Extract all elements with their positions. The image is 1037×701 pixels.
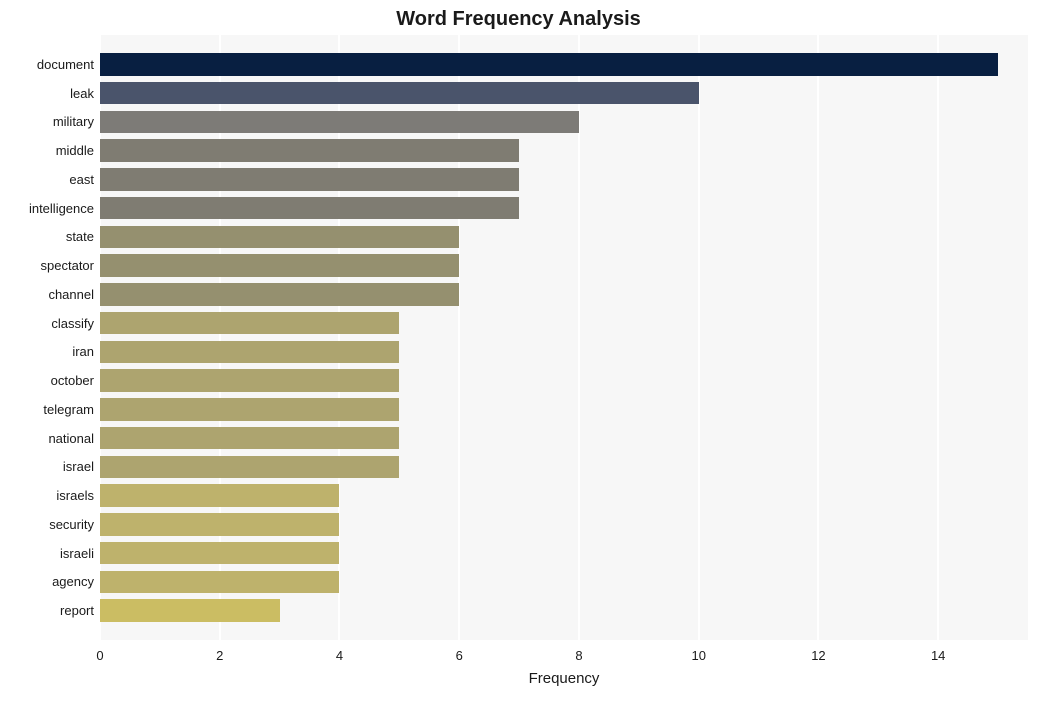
bar bbox=[100, 312, 399, 334]
y-axis-label: leak bbox=[70, 86, 94, 101]
bar bbox=[100, 139, 519, 161]
y-axis-label: state bbox=[66, 229, 94, 244]
grid-line bbox=[698, 35, 700, 640]
bar bbox=[100, 226, 459, 248]
bar bbox=[100, 571, 339, 593]
y-axis-label: security bbox=[49, 517, 94, 532]
bar bbox=[100, 484, 339, 506]
x-tick-label: 12 bbox=[811, 648, 825, 663]
y-axis-label: iran bbox=[72, 344, 94, 359]
bar bbox=[100, 254, 459, 276]
y-axis-label: spectator bbox=[41, 258, 94, 273]
y-axis-label: east bbox=[69, 172, 94, 187]
chart-container: Word Frequency Analysis Frequency docume… bbox=[0, 0, 1037, 701]
y-axis-label: document bbox=[37, 57, 94, 72]
bar bbox=[100, 111, 579, 133]
chart-title: Word Frequency Analysis bbox=[0, 8, 1037, 31]
y-axis-label: middle bbox=[56, 143, 94, 158]
x-tick-label: 10 bbox=[691, 648, 705, 663]
y-axis-label: channel bbox=[48, 287, 94, 302]
x-tick-label: 14 bbox=[931, 648, 945, 663]
y-axis-label: classify bbox=[51, 316, 94, 331]
x-tick-label: 2 bbox=[216, 648, 223, 663]
bar bbox=[100, 513, 339, 535]
y-axis-label: intelligence bbox=[29, 201, 94, 216]
bar bbox=[100, 341, 399, 363]
x-tick-label: 8 bbox=[575, 648, 582, 663]
bar bbox=[100, 82, 699, 104]
bar bbox=[100, 599, 280, 621]
y-axis-label: telegram bbox=[43, 402, 94, 417]
bar bbox=[100, 53, 998, 75]
y-axis-label: israel bbox=[63, 459, 94, 474]
bar bbox=[100, 197, 519, 219]
bar bbox=[100, 398, 399, 420]
bar bbox=[100, 168, 519, 190]
x-axis-label: Frequency bbox=[100, 670, 1028, 687]
bar bbox=[100, 369, 399, 391]
y-axis-label: military bbox=[53, 114, 94, 129]
x-tick-label: 0 bbox=[96, 648, 103, 663]
y-axis-label: israels bbox=[56, 488, 94, 503]
plot-area bbox=[100, 35, 1028, 640]
y-axis-label: report bbox=[60, 603, 94, 618]
y-axis-label: israeli bbox=[60, 546, 94, 561]
y-axis-label: agency bbox=[52, 574, 94, 589]
y-axis-label: october bbox=[51, 373, 94, 388]
bar bbox=[100, 427, 399, 449]
bar bbox=[100, 542, 339, 564]
x-tick-label: 6 bbox=[456, 648, 463, 663]
x-tick-label: 4 bbox=[336, 648, 343, 663]
grid-line bbox=[817, 35, 819, 640]
y-axis-label: national bbox=[48, 431, 94, 446]
grid-line bbox=[937, 35, 939, 640]
bar bbox=[100, 283, 459, 305]
bar bbox=[100, 456, 399, 478]
